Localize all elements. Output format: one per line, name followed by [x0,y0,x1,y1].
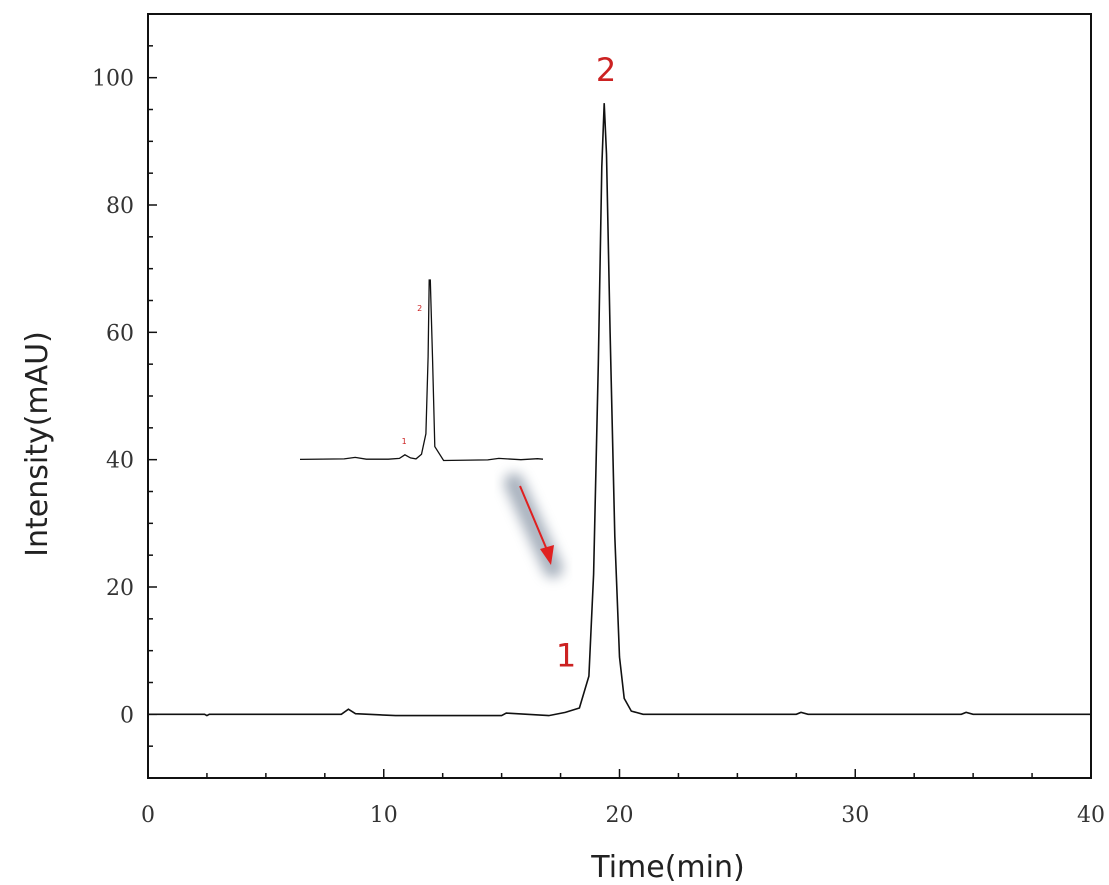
y-tick-label: 80 [106,194,134,219]
y-tick-label: 40 [106,449,134,474]
inset-pointer-arrow [504,473,563,578]
y-tick-label: 20 [106,576,134,601]
axis-ticks [147,13,1092,779]
peak-label-2: 2 [596,51,616,89]
y-tick-label: 0 [120,703,134,728]
y-axis-label: Intensity(mAU) [20,331,55,557]
inset-series-line [299,279,544,462]
inset-chromatogram: 1 2 [299,279,544,462]
x-tick-label: 0 [141,803,155,828]
axis-tick-labels: 0 10 20 30 40 0 20 40 60 80 100 [92,67,1105,828]
x-tick-label: 10 [370,803,398,828]
inset-peak-label-1: 1 [402,437,407,446]
x-tick-label: 20 [606,803,634,828]
y-tick-label: 100 [92,67,134,92]
x-tick-label: 30 [841,803,869,828]
series-line [148,103,1091,717]
y-tick-label: 60 [106,321,134,346]
x-tick-label: 40 [1077,803,1105,828]
x-axis-label: Time(min) [590,850,744,885]
inset-peak-label-2: 2 [417,304,422,313]
arrow-shaft [519,485,548,551]
arrow-head [540,545,554,565]
peak-label-1: 1 [556,637,576,675]
